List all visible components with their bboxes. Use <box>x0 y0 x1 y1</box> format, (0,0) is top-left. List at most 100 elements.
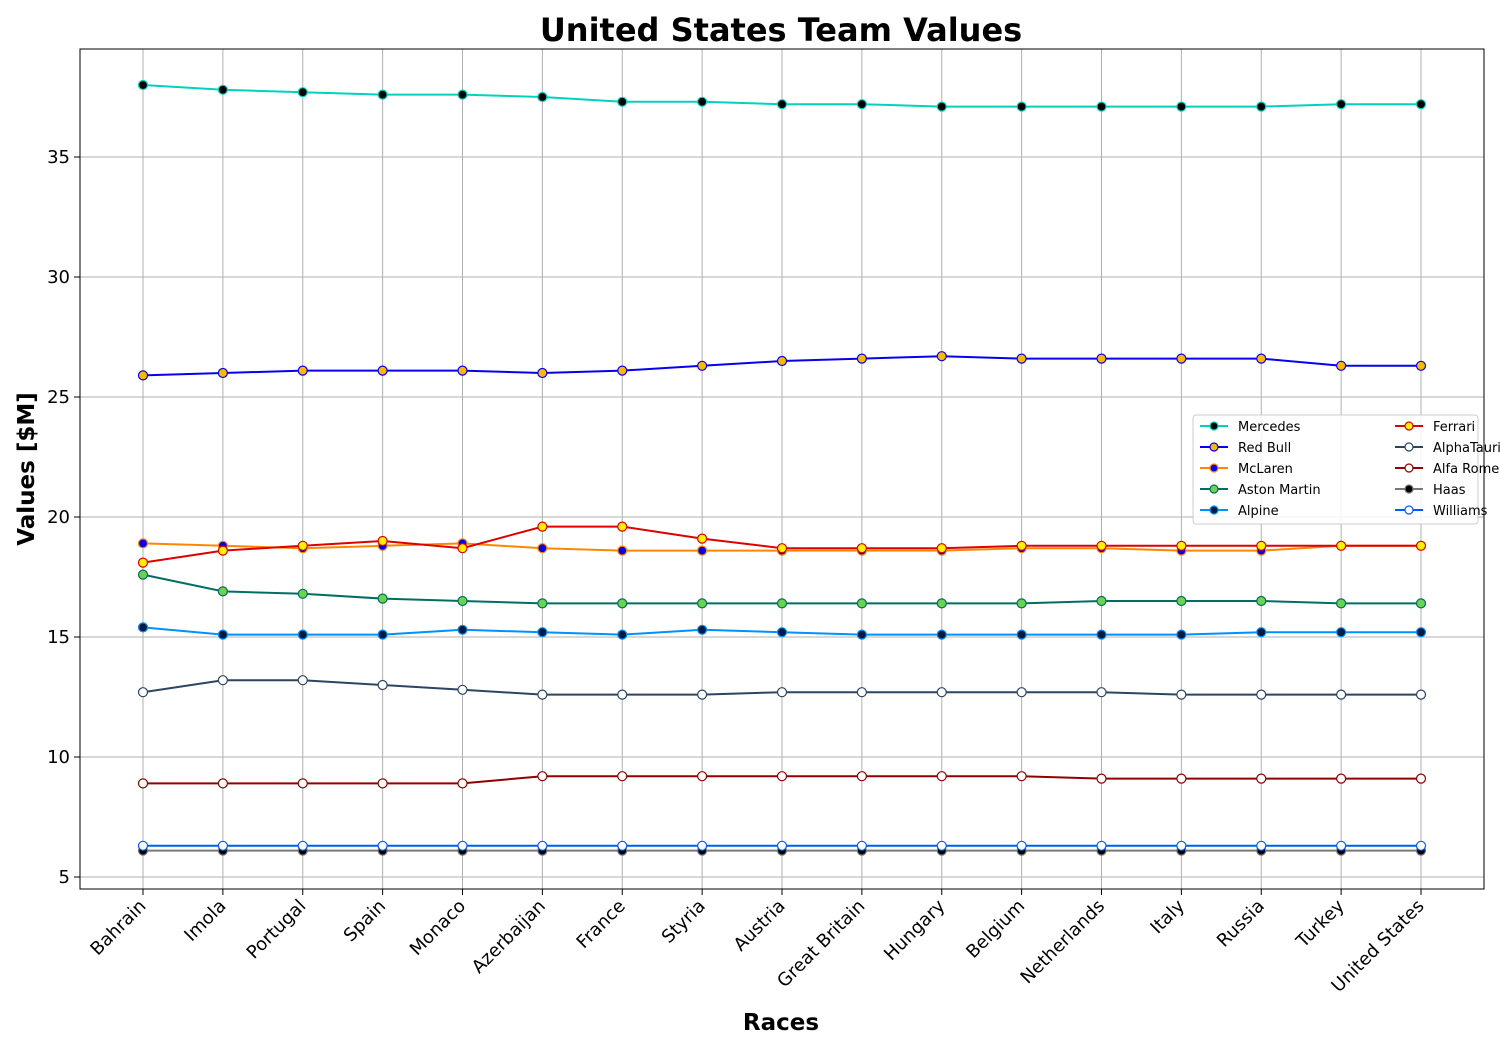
data-point-ferrari <box>377 535 388 547</box>
data-point-williams <box>1016 840 1027 851</box>
data-point-williams <box>137 840 149 851</box>
data-point-red-bull <box>936 351 947 362</box>
data-point-ferrari <box>297 540 308 551</box>
data-point-williams <box>1176 840 1187 851</box>
data-point-mercedes <box>297 87 308 98</box>
y-axis-ticks: 5 10 15 20 25 30 35 <box>47 147 80 888</box>
data-point-red-bull <box>537 367 548 379</box>
data-point-alfa-romeo <box>457 778 468 789</box>
series-alphatauri <box>137 675 1427 700</box>
data-point-aston-martin <box>1176 595 1187 607</box>
data-point-alphatauri <box>1336 689 1347 700</box>
x-tick-label: Turkey <box>1292 895 1349 952</box>
data-point-alfa-romeo <box>1016 771 1027 782</box>
data-point-red-bull <box>617 365 628 376</box>
data-point-williams <box>617 840 628 851</box>
data-point-aston-martin <box>377 593 388 604</box>
legend-label: Haas <box>1433 483 1466 498</box>
series-williams <box>137 840 1427 851</box>
x-tick-label: Spain <box>340 896 390 946</box>
data-point-alfa-romeo <box>377 778 388 789</box>
data-point-alphatauri <box>856 687 867 698</box>
legend-label: Williams <box>1433 504 1488 519</box>
data-point-alfa-romeo <box>936 771 947 782</box>
data-point-aston-martin <box>137 569 149 580</box>
data-point-alphatauri <box>1256 689 1267 700</box>
x-tick-label: Russia <box>1213 896 1269 952</box>
data-point-ferrari <box>217 545 228 556</box>
data-point-ferrari <box>856 543 867 554</box>
data-point-red-bull <box>297 365 308 376</box>
legend-marker <box>1209 505 1219 515</box>
data-point-red-bull <box>1096 353 1107 364</box>
data-point-alphatauri <box>1176 689 1187 700</box>
data-point-mclaren <box>617 545 628 556</box>
legend-marker <box>1404 484 1414 494</box>
legend-entry-alpine: Alpine <box>1200 504 1279 519</box>
legend-label: McLaren <box>1238 462 1293 477</box>
data-point-williams <box>1096 840 1107 851</box>
data-point-mercedes <box>1415 99 1427 110</box>
data-point-alpine <box>1096 629 1107 640</box>
x-tick-label: France <box>573 896 630 953</box>
data-point-aston-martin <box>617 598 628 609</box>
data-point-alfa-romeo <box>137 778 149 789</box>
data-point-alpine <box>217 629 228 640</box>
x-tick-label: Portugal <box>243 896 311 964</box>
data-point-ferrari <box>936 543 947 554</box>
data-point-mercedes <box>617 96 628 107</box>
legend-marker <box>1209 484 1219 494</box>
data-point-ferrari <box>1256 540 1267 551</box>
x-tick-label: Belgium <box>962 896 1029 963</box>
data-point-alphatauri <box>617 689 628 700</box>
data-point-red-bull <box>1336 360 1347 371</box>
data-point-red-bull <box>856 353 867 364</box>
data-point-mercedes <box>856 99 867 110</box>
data-point-williams <box>697 840 708 851</box>
data-point-alpine <box>936 629 947 640</box>
data-point-alfa-romeo <box>1096 773 1107 784</box>
data-point-ferrari <box>457 543 468 554</box>
data-point-alpine <box>1336 627 1347 638</box>
data-point-alphatauri <box>1096 687 1107 698</box>
data-point-aston-martin <box>1096 595 1107 607</box>
data-point-ferrari <box>137 557 149 568</box>
data-point-alfa-romeo <box>297 778 308 789</box>
data-point-williams <box>457 840 468 851</box>
data-point-aston-martin <box>537 598 548 609</box>
x-tick-label: Netherlands <box>1017 896 1109 988</box>
series-ferrari <box>137 521 1427 568</box>
legend-marker <box>1209 463 1219 473</box>
data-point-aston-martin <box>297 588 308 599</box>
data-point-alpine <box>856 629 867 640</box>
legend-marker <box>1404 505 1414 515</box>
data-point-alfa-romeo <box>856 771 867 782</box>
data-point-red-bull <box>1256 353 1267 364</box>
data-point-aston-martin <box>1415 598 1427 609</box>
grid-lines <box>80 49 1484 889</box>
data-point-ferrari <box>1096 540 1107 551</box>
data-point-alpine <box>697 624 708 635</box>
data-point-alfa-romeo <box>1256 773 1267 784</box>
data-point-aston-martin <box>776 598 788 609</box>
data-point-alpine <box>617 629 628 640</box>
legend-label: Alpine <box>1238 504 1279 519</box>
x-tick-label: Austria <box>730 896 790 956</box>
data-point-williams <box>1256 840 1267 851</box>
data-point-alfa-romeo <box>217 778 228 789</box>
data-point-ferrari <box>1415 540 1427 551</box>
series-aston-martin <box>137 569 1427 609</box>
data-point-alphatauri <box>697 689 708 700</box>
legend-entry-mercedes: Mercedes <box>1200 420 1301 435</box>
legend-label: Mercedes <box>1238 420 1301 435</box>
data-point-ferrari <box>697 533 708 544</box>
data-point-alfa-romeo <box>1415 773 1427 784</box>
legend-label: Ferrari <box>1433 420 1475 435</box>
data-point-aston-martin <box>1256 595 1267 607</box>
y-tick-label: 10 <box>47 747 70 768</box>
legend-entry-williams: Williams <box>1395 504 1488 519</box>
legend: Mercedes Red Bull McLaren Aston Martin Alpin… <box>1192 414 1500 525</box>
legend-entry-mclaren: McLaren <box>1200 462 1293 477</box>
x-tick-label: Imola <box>180 896 230 946</box>
